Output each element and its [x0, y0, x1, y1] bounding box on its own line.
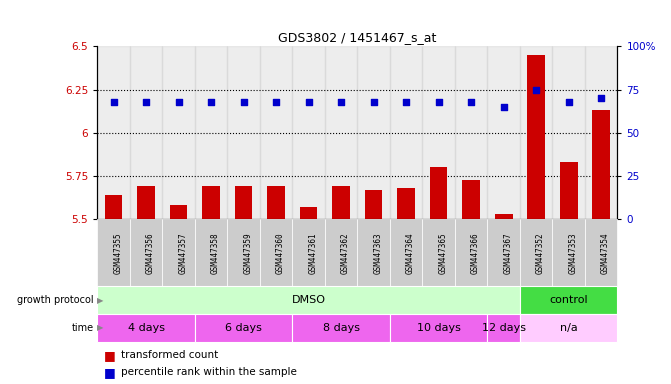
- Point: [498, 104, 509, 110]
- Text: control: control: [550, 295, 588, 305]
- Bar: [260, 46, 293, 219]
- Text: ■: ■: [104, 366, 116, 379]
- Text: GSM447364: GSM447364: [406, 232, 415, 274]
- Text: GSM447353: GSM447353: [568, 232, 578, 274]
- Point: [336, 99, 346, 105]
- Bar: [585, 46, 617, 219]
- Bar: [487, 46, 520, 219]
- Bar: [560, 162, 578, 219]
- Bar: [97, 46, 130, 219]
- Bar: [227, 46, 260, 219]
- Text: percentile rank within the sample: percentile rank within the sample: [121, 367, 297, 377]
- Bar: [267, 186, 285, 219]
- Text: 12 days: 12 days: [482, 323, 525, 333]
- Text: ▶: ▶: [97, 296, 103, 305]
- Bar: [105, 195, 123, 219]
- Text: n/a: n/a: [560, 323, 578, 333]
- Bar: [429, 167, 448, 219]
- Bar: [170, 205, 187, 219]
- Text: GSM447359: GSM447359: [244, 232, 252, 274]
- Bar: [592, 111, 610, 219]
- Bar: [195, 46, 227, 219]
- Text: GSM447358: GSM447358: [211, 232, 220, 274]
- Text: 10 days: 10 days: [417, 323, 460, 333]
- Title: GDS3802 / 1451467_s_at: GDS3802 / 1451467_s_at: [278, 31, 437, 44]
- Text: GSM447354: GSM447354: [601, 232, 610, 274]
- Point: [531, 87, 541, 93]
- Bar: [552, 46, 585, 219]
- Point: [466, 99, 476, 105]
- Bar: [390, 46, 422, 219]
- Point: [270, 99, 281, 105]
- Bar: [235, 186, 252, 219]
- Text: ▶: ▶: [97, 323, 103, 333]
- Point: [401, 99, 411, 105]
- Point: [303, 99, 314, 105]
- Bar: [332, 186, 350, 219]
- Point: [141, 99, 152, 105]
- Text: GSM447360: GSM447360: [276, 232, 285, 274]
- Text: 8 days: 8 days: [323, 323, 360, 333]
- Text: ■: ■: [104, 349, 116, 362]
- Bar: [520, 46, 552, 219]
- Point: [596, 95, 607, 101]
- Bar: [364, 190, 382, 219]
- Text: 6 days: 6 days: [225, 323, 262, 333]
- Point: [563, 99, 574, 105]
- Bar: [300, 207, 317, 219]
- Text: DMSO: DMSO: [292, 295, 325, 305]
- Text: transformed count: transformed count: [121, 350, 218, 360]
- Text: growth protocol: growth protocol: [17, 295, 94, 305]
- Bar: [293, 46, 325, 219]
- Point: [238, 99, 249, 105]
- Bar: [455, 46, 487, 219]
- Point: [368, 99, 379, 105]
- Bar: [202, 186, 220, 219]
- Text: GSM447352: GSM447352: [536, 232, 545, 274]
- Text: 4 days: 4 days: [127, 323, 164, 333]
- Bar: [422, 46, 455, 219]
- Text: GSM447365: GSM447365: [439, 232, 448, 274]
- Text: GSM447366: GSM447366: [471, 232, 480, 274]
- Bar: [358, 46, 390, 219]
- Text: GSM447361: GSM447361: [309, 232, 317, 274]
- Bar: [527, 55, 545, 219]
- Bar: [397, 188, 415, 219]
- Bar: [462, 179, 480, 219]
- Text: GSM447363: GSM447363: [374, 232, 382, 274]
- Point: [108, 99, 119, 105]
- Text: time: time: [72, 323, 94, 333]
- Text: GSM447356: GSM447356: [146, 232, 155, 274]
- Text: GSM447367: GSM447367: [503, 232, 513, 274]
- Point: [206, 99, 217, 105]
- Bar: [495, 214, 513, 219]
- Bar: [130, 46, 162, 219]
- Point: [433, 99, 444, 105]
- Text: GSM447357: GSM447357: [178, 232, 188, 274]
- Bar: [137, 186, 155, 219]
- Bar: [325, 46, 357, 219]
- Bar: [162, 46, 195, 219]
- Text: GSM447362: GSM447362: [341, 232, 350, 274]
- Point: [173, 99, 184, 105]
- Text: GSM447355: GSM447355: [113, 232, 123, 274]
